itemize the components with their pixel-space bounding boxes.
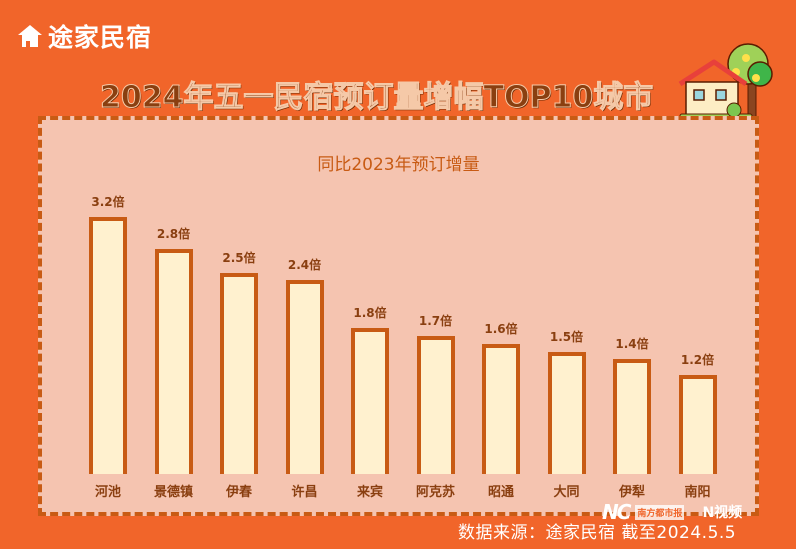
category-label: 南阳 (684, 485, 711, 500)
category-label: 昭通 (487, 485, 514, 500)
nd-sub-logo: 南方都市报 (635, 504, 685, 520)
bar-value-label: 1.8倍 (353, 305, 387, 320)
bar-value-label: 2.4倍 (287, 258, 322, 273)
n-video-logo: N视频 (702, 505, 743, 521)
house-logo-icon (18, 25, 42, 47)
chart-panel: 同比2023年预订增量 3.2倍河池 2.8倍景德镇 2.5倍伊春 2.4倍许昌 1.8… (38, 116, 759, 516)
bar-value-label: 2.5倍 (222, 250, 256, 265)
chart-subtitle: 同比2023年预订增量 (317, 155, 480, 175)
bar (351, 327, 389, 474)
category-label: 许昌 (291, 485, 318, 500)
category-label: 景德镇 (153, 485, 193, 500)
bar-value-label: 1.5倍 (549, 329, 584, 344)
bar (482, 343, 520, 474)
house-tree-illustration (678, 43, 773, 119)
category-label: 阿克苏 (415, 485, 455, 500)
bar (547, 351, 586, 474)
category-label: 伊春 (225, 485, 252, 500)
bar-value-label: 1.7倍 (418, 313, 453, 328)
bar-value-label: 1.2倍 (680, 353, 715, 368)
nd-logo: NC (602, 500, 631, 524)
bar (416, 335, 455, 474)
category-label: 伊犁 (618, 485, 645, 500)
bar-value-label: 1.6倍 (484, 321, 518, 336)
category-label: 河池 (94, 485, 121, 500)
category-label: 来宾 (356, 485, 383, 500)
bar (613, 359, 651, 474)
bar-value-label: 1.4倍 (615, 337, 649, 352)
bar (678, 375, 717, 474)
watermark: NC 南方都市报 N视频 (602, 500, 742, 524)
bar-value-label: 3.2倍 (91, 195, 125, 210)
bar (154, 248, 193, 474)
bar-value-label: 2.8倍 (156, 226, 191, 241)
brand-logo: 途家民宿 (16, 18, 152, 54)
category-label: 大同 (553, 485, 580, 500)
source-note: 数据来源：途家民宿 截至2024.5.5 (458, 523, 737, 543)
chart-title: 2024年五一民宿预订量增幅TOP10城市 (99, 80, 654, 116)
bar (285, 280, 324, 474)
bar (89, 217, 127, 474)
bar (220, 272, 258, 474)
brand-name: 途家民宿 (48, 23, 153, 52)
